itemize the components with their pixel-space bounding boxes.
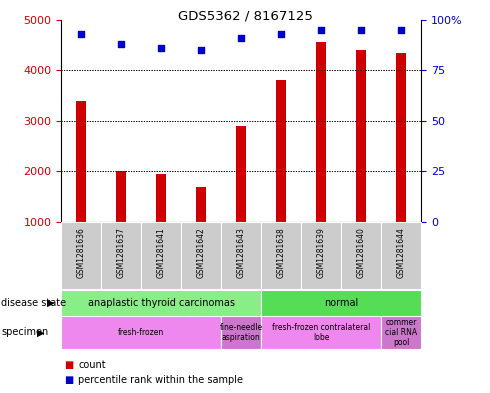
Bar — [261, 290, 421, 316]
Bar — [156, 174, 166, 273]
Bar — [396, 53, 406, 273]
Point — [357, 27, 365, 33]
Bar — [381, 316, 421, 349]
Bar — [381, 222, 421, 289]
Bar — [61, 316, 221, 349]
Text: GSM1281637: GSM1281637 — [117, 228, 126, 278]
Point — [277, 31, 285, 37]
Point — [157, 45, 165, 51]
Text: GSM1281639: GSM1281639 — [317, 228, 326, 278]
Bar — [116, 171, 126, 273]
Text: disease state: disease state — [1, 298, 66, 308]
Point — [77, 31, 85, 37]
Bar — [141, 222, 181, 289]
Text: GSM1281638: GSM1281638 — [277, 228, 286, 278]
Text: ▶: ▶ — [37, 327, 44, 338]
Text: ■: ■ — [64, 360, 73, 370]
Text: GDS5362 / 8167125: GDS5362 / 8167125 — [177, 10, 313, 23]
Bar — [342, 222, 381, 289]
Text: count: count — [78, 360, 106, 370]
Bar — [261, 316, 381, 349]
Bar — [196, 187, 206, 273]
Bar — [276, 81, 286, 273]
Text: anaplastic thyroid carcinomas: anaplastic thyroid carcinomas — [88, 298, 235, 308]
Text: ■: ■ — [64, 375, 73, 386]
Text: GSM1281641: GSM1281641 — [157, 228, 166, 278]
Point — [397, 27, 405, 33]
Text: specimen: specimen — [1, 327, 48, 338]
Point — [318, 27, 325, 33]
Bar — [181, 222, 221, 289]
Point — [237, 35, 245, 41]
Bar — [101, 222, 141, 289]
Bar — [221, 316, 261, 349]
Bar — [61, 290, 261, 316]
Text: GSM1281644: GSM1281644 — [397, 228, 406, 278]
Bar — [301, 222, 342, 289]
Bar — [317, 42, 326, 273]
Text: fresh-frozen contralateral
lobe: fresh-frozen contralateral lobe — [272, 323, 370, 342]
Text: percentile rank within the sample: percentile rank within the sample — [78, 375, 244, 386]
Text: GSM1281642: GSM1281642 — [197, 228, 206, 278]
Bar — [236, 126, 246, 273]
Text: GSM1281636: GSM1281636 — [77, 228, 86, 278]
Text: commer
cial RNA
pool: commer cial RNA pool — [385, 318, 417, 347]
Text: normal: normal — [324, 298, 359, 308]
Point — [197, 47, 205, 53]
Text: GSM1281640: GSM1281640 — [357, 228, 366, 278]
Bar — [261, 222, 301, 289]
Text: fine-needle
aspiration: fine-needle aspiration — [220, 323, 263, 342]
Bar — [356, 50, 367, 273]
Bar — [61, 222, 101, 289]
Text: fresh-frozen: fresh-frozen — [118, 328, 165, 337]
Text: ▶: ▶ — [47, 298, 54, 308]
Point — [117, 41, 125, 47]
Bar — [221, 222, 261, 289]
Text: GSM1281643: GSM1281643 — [237, 228, 246, 278]
Bar — [76, 101, 86, 273]
